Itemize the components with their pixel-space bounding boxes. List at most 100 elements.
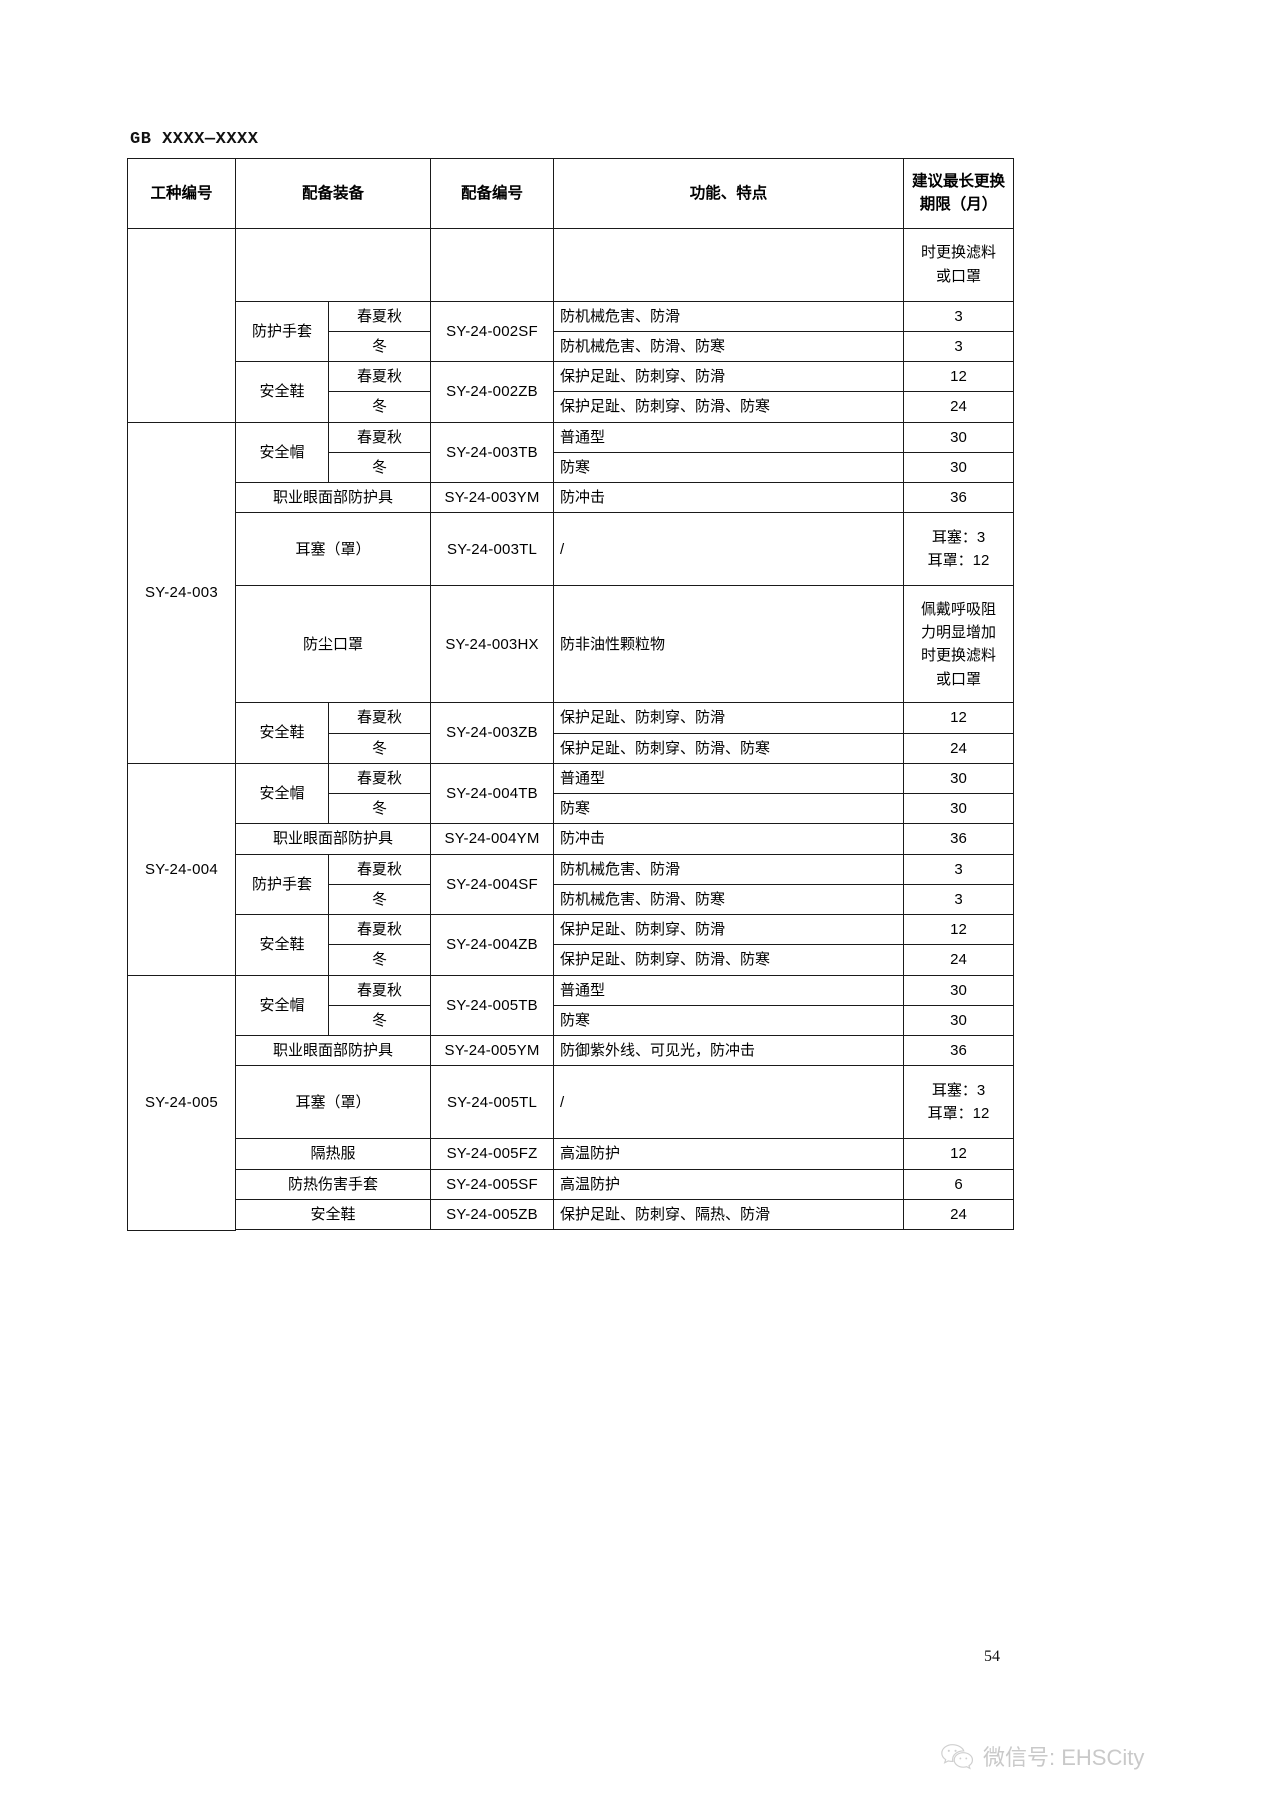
cell-function: 防寒 <box>553 451 905 484</box>
cell-function: 普通型 <box>553 974 905 1006</box>
cell-job-no <box>127 227 236 423</box>
table-row: 防护手套 春夏秋 SY-24-002SF 防机械危害、防滑 3 <box>128 300 1015 362</box>
table-row: 防热伤害手套 SY-24-005SF 高温防护 6 <box>128 1168 1015 1200</box>
cell-function: 普通型 <box>553 762 905 795</box>
cell-function: 保护足趾、防刺穿、防滑 <box>553 913 905 946</box>
cell-function: 高温防护 <box>553 1168 905 1200</box>
cell-period: 3 <box>903 330 1015 363</box>
cell-equipment-code <box>430 227 555 302</box>
cell-season: 冬 <box>327 944 432 976</box>
cell-period: 30 <box>903 1004 1015 1037</box>
cell-function: 防非油性颗粒物 <box>553 585 905 704</box>
cell-period: 30 <box>903 792 1015 825</box>
cell-equipment: 耳塞（罩） <box>234 1065 432 1140</box>
cell-equipment: 职业眼面部防护具 <box>234 481 432 514</box>
cell-equipment-code: SY-24-002ZB <box>430 361 555 423</box>
cell-equipment-code: SY-24-003TL <box>430 512 555 587</box>
table-row: 冬 保护足趾、防刺穿、防滑、防寒 24 <box>128 944 1015 976</box>
cell-function: 防寒 <box>553 1004 905 1037</box>
table-row: 冬 保护足趾、防刺穿、防滑、防寒 24 <box>128 391 1015 423</box>
column-header-period: 建议最长更换期限（月） <box>903 158 1015 229</box>
cell-period: 3 <box>903 300 1015 332</box>
cell-period: 12 <box>903 702 1015 734</box>
cell-season: 冬 <box>327 732 432 764</box>
cell-equipment: 安全帽 <box>235 974 329 1036</box>
cell-job-no: SY-24-005 <box>127 974 236 1231</box>
period-line-4: 或口罩 <box>936 670 982 688</box>
cell-period: 3 <box>903 853 1015 885</box>
wechat-icon <box>940 1743 974 1770</box>
table-row: SY-24-004 安全帽 春夏秋 SY-24-004TB 普通型 30 <box>127 762 1015 976</box>
cell-season: 冬 <box>327 330 432 363</box>
cell-season: 春夏秋 <box>327 853 432 885</box>
cell-equipment: 安全鞋 <box>235 361 329 423</box>
page-number: 54 <box>984 1648 1000 1665</box>
cell-equipment: 安全鞋 <box>235 702 329 764</box>
cell-period: 耳塞：3 耳罩：12 <box>903 1065 1015 1140</box>
cell-season: 冬 <box>327 391 432 423</box>
cell-period: 耳塞：3 耳罩：12 <box>903 512 1015 587</box>
cell-season: 冬 <box>327 883 432 916</box>
cell-season: 春夏秋 <box>327 360 432 393</box>
cell-period: 12 <box>903 1138 1015 1170</box>
cell-period: 36 <box>903 1034 1015 1067</box>
cell-season: 冬 <box>327 1004 432 1037</box>
cell-season: 冬 <box>327 451 432 484</box>
cell-equipment: 防尘口罩 <box>234 585 432 704</box>
cell-equipment-code: SY-24-005YM <box>430 1034 555 1067</box>
column-header-equipment: 配备装备 <box>234 158 432 229</box>
cell-period: 36 <box>903 481 1015 514</box>
cell-season: 春夏秋 <box>327 974 432 1006</box>
cell-function: 防机械危害、防滑、防寒 <box>553 330 905 363</box>
cell-period: 24 <box>903 1198 1015 1231</box>
cell-season: 春夏秋 <box>327 762 432 795</box>
cell-function: 保护足趾、防刺穿、防滑 <box>553 702 905 734</box>
cell-equipment-code: SY-24-003TB <box>430 421 555 483</box>
table-row <box>128 1230 1014 1231</box>
period-line-2: 或口罩 <box>936 267 982 285</box>
table-row: 安全鞋 春夏秋 SY-24-002ZB 保护足趾、防刺穿、防滑 12 <box>128 360 1015 423</box>
table-row: 时更换滤料 或口罩 <box>127 227 1015 423</box>
cell-equipment-code: SY-24-004YM <box>430 823 555 855</box>
cell-equipment: 安全帽 <box>235 421 329 483</box>
table-row: 职业眼面部防护具 SY-24-005YM 防御紫外线、可见光，防冲击 36 <box>128 1034 1015 1067</box>
cell-equipment: 职业眼面部防护具 <box>234 1034 432 1067</box>
table-row: 冬 防寒 30 <box>128 451 1015 484</box>
table-row: 安全鞋 SY-24-005ZB 保护足趾、防刺穿、隔热、防滑 24 <box>128 1198 1015 1231</box>
cell-period: 24 <box>903 391 1015 423</box>
table-row: SY-24-005 安全帽 春夏秋 SY-24-005TB 普通型 30 <box>127 974 1015 1231</box>
standard-code-header: GB XXXX—XXXX <box>130 130 259 149</box>
table-row: 冬 防寒 30 <box>128 1004 1015 1037</box>
cell-equipment-code: SY-24-004TB <box>430 762 555 825</box>
table-row: 防尘口罩 SY-24-003HX 防非油性颗粒物 佩戴呼吸阻 力明显增加 时更换… <box>128 585 1015 704</box>
watermark: 微信号: EHSCity <box>940 1740 1144 1772</box>
cell-equipment-code: SY-24-004SF <box>430 853 555 915</box>
cell-period: 6 <box>903 1168 1015 1200</box>
cell-equipment: 防热伤害手套 <box>234 1168 432 1200</box>
cell-function: 防冲击 <box>553 823 905 855</box>
cell-equipment-code: SY-24-005SF <box>430 1168 555 1200</box>
cell-equipment: 隔热服 <box>234 1138 432 1170</box>
cell-equipment-code: SY-24-003HX <box>430 585 555 704</box>
cell-period: 30 <box>903 451 1015 484</box>
cell-period: 36 <box>903 823 1015 855</box>
period-line-2: 力明显增加 <box>921 624 997 641</box>
cell-equipment <box>234 227 432 302</box>
table-row: 职业眼面部防护具 SY-24-003YM 防冲击 36 <box>128 481 1015 514</box>
cell-function: 防寒 <box>553 792 905 825</box>
cell-equipment-code: SY-24-003ZB <box>430 702 555 764</box>
cell-equipment: 安全帽 <box>235 762 329 825</box>
table-row: 耳塞（罩） SY-24-005TL / 耳塞：3 耳罩：12 <box>128 1065 1015 1140</box>
cell-function: 保护足趾、防刺穿、隔热、防滑 <box>553 1198 905 1231</box>
cell-function <box>553 227 905 302</box>
period-line-1: 耳塞：3 <box>931 1082 986 1099</box>
cell-period: 3 <box>903 883 1015 916</box>
table-row: 冬 保护足趾、防刺穿、防滑、防寒 24 <box>128 732 1015 764</box>
cell-equipment: 防护手套 <box>235 300 329 362</box>
column-header-job-no: 工种编号 <box>127 158 236 229</box>
column-header-equipment-code: 配备编号 <box>430 158 555 229</box>
table-row: 职业眼面部防护具 SY-24-004YM 防冲击 36 <box>128 823 1015 855</box>
cell-equipment: 安全鞋 <box>234 1198 432 1231</box>
cell-equipment: 防护手套 <box>235 853 329 915</box>
cell-equipment-code: SY-24-004ZB <box>430 914 555 976</box>
